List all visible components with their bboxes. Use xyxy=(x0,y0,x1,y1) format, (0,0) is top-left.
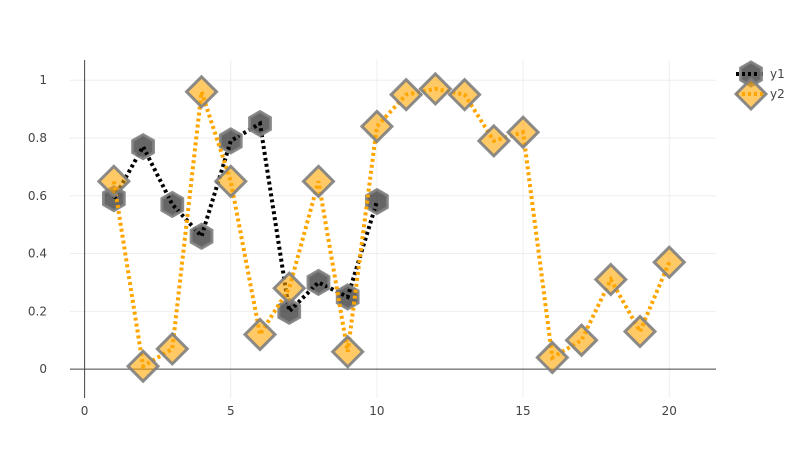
data-point-y2[interactable] xyxy=(476,123,511,159)
data-point-y2[interactable] xyxy=(96,164,131,199)
data-point-y1[interactable] xyxy=(189,222,214,250)
data-point-y2[interactable] xyxy=(652,245,687,280)
series-layer xyxy=(96,71,687,384)
legend-marker-y2[interactable] xyxy=(733,76,769,112)
legend-label-y1: y1 xyxy=(770,67,785,81)
data-point-y2[interactable] xyxy=(593,262,628,297)
x-tick-label: 20 xyxy=(662,404,677,418)
data-point-y1[interactable] xyxy=(365,187,389,216)
x-tick-label: 15 xyxy=(515,404,530,418)
data-point-y1[interactable] xyxy=(306,268,331,297)
data-point-y2[interactable] xyxy=(505,115,541,150)
data-point-y2[interactable] xyxy=(622,314,658,349)
y-tick-label: 1 xyxy=(39,73,47,87)
data-point-y2[interactable] xyxy=(213,164,248,199)
data-point-y2[interactable] xyxy=(418,71,453,107)
series-y1 xyxy=(101,109,389,326)
axis-layer: 00.20.40.60.810 5 10 15 20 xyxy=(28,60,716,418)
data-point-y2[interactable] xyxy=(564,323,599,358)
series-line-y1 xyxy=(112,120,379,316)
data-point-y2[interactable] xyxy=(125,349,161,384)
data-point-y2[interactable] xyxy=(447,77,482,112)
data-point-y2[interactable] xyxy=(359,109,395,144)
x-tick-label: 5 xyxy=(227,404,235,418)
legend-item-y2[interactable]: y2 xyxy=(733,76,785,112)
data-point-y2[interactable] xyxy=(330,334,365,369)
y-tick-label: 0.2 xyxy=(28,304,47,318)
x-tick-label: 10 xyxy=(369,404,384,418)
data-point-y1[interactable] xyxy=(218,127,243,155)
data-point-y2[interactable] xyxy=(301,164,336,199)
series-y2 xyxy=(96,71,687,384)
data-point-y1[interactable] xyxy=(248,109,272,138)
x-tick-label: 0 xyxy=(81,404,89,418)
data-point-y2[interactable] xyxy=(535,340,570,375)
y-tick-label: 0 xyxy=(39,362,47,376)
data-point-y2[interactable] xyxy=(184,74,219,109)
data-point-y2[interactable] xyxy=(155,331,190,367)
y-tick-label: 0.4 xyxy=(28,247,47,261)
data-point-y1[interactable] xyxy=(160,190,185,219)
data-point-y2[interactable] xyxy=(389,77,424,112)
data-point-y2[interactable] xyxy=(272,271,307,306)
y-tick-label: 0.8 xyxy=(28,131,47,145)
legend-label-y2: y2 xyxy=(770,87,785,101)
data-point-y1[interactable] xyxy=(131,132,155,161)
y-tick-label: 0.6 xyxy=(28,189,47,203)
legend-item-y1[interactable]: y1 xyxy=(736,60,785,88)
data-point-y2[interactable] xyxy=(242,317,278,352)
